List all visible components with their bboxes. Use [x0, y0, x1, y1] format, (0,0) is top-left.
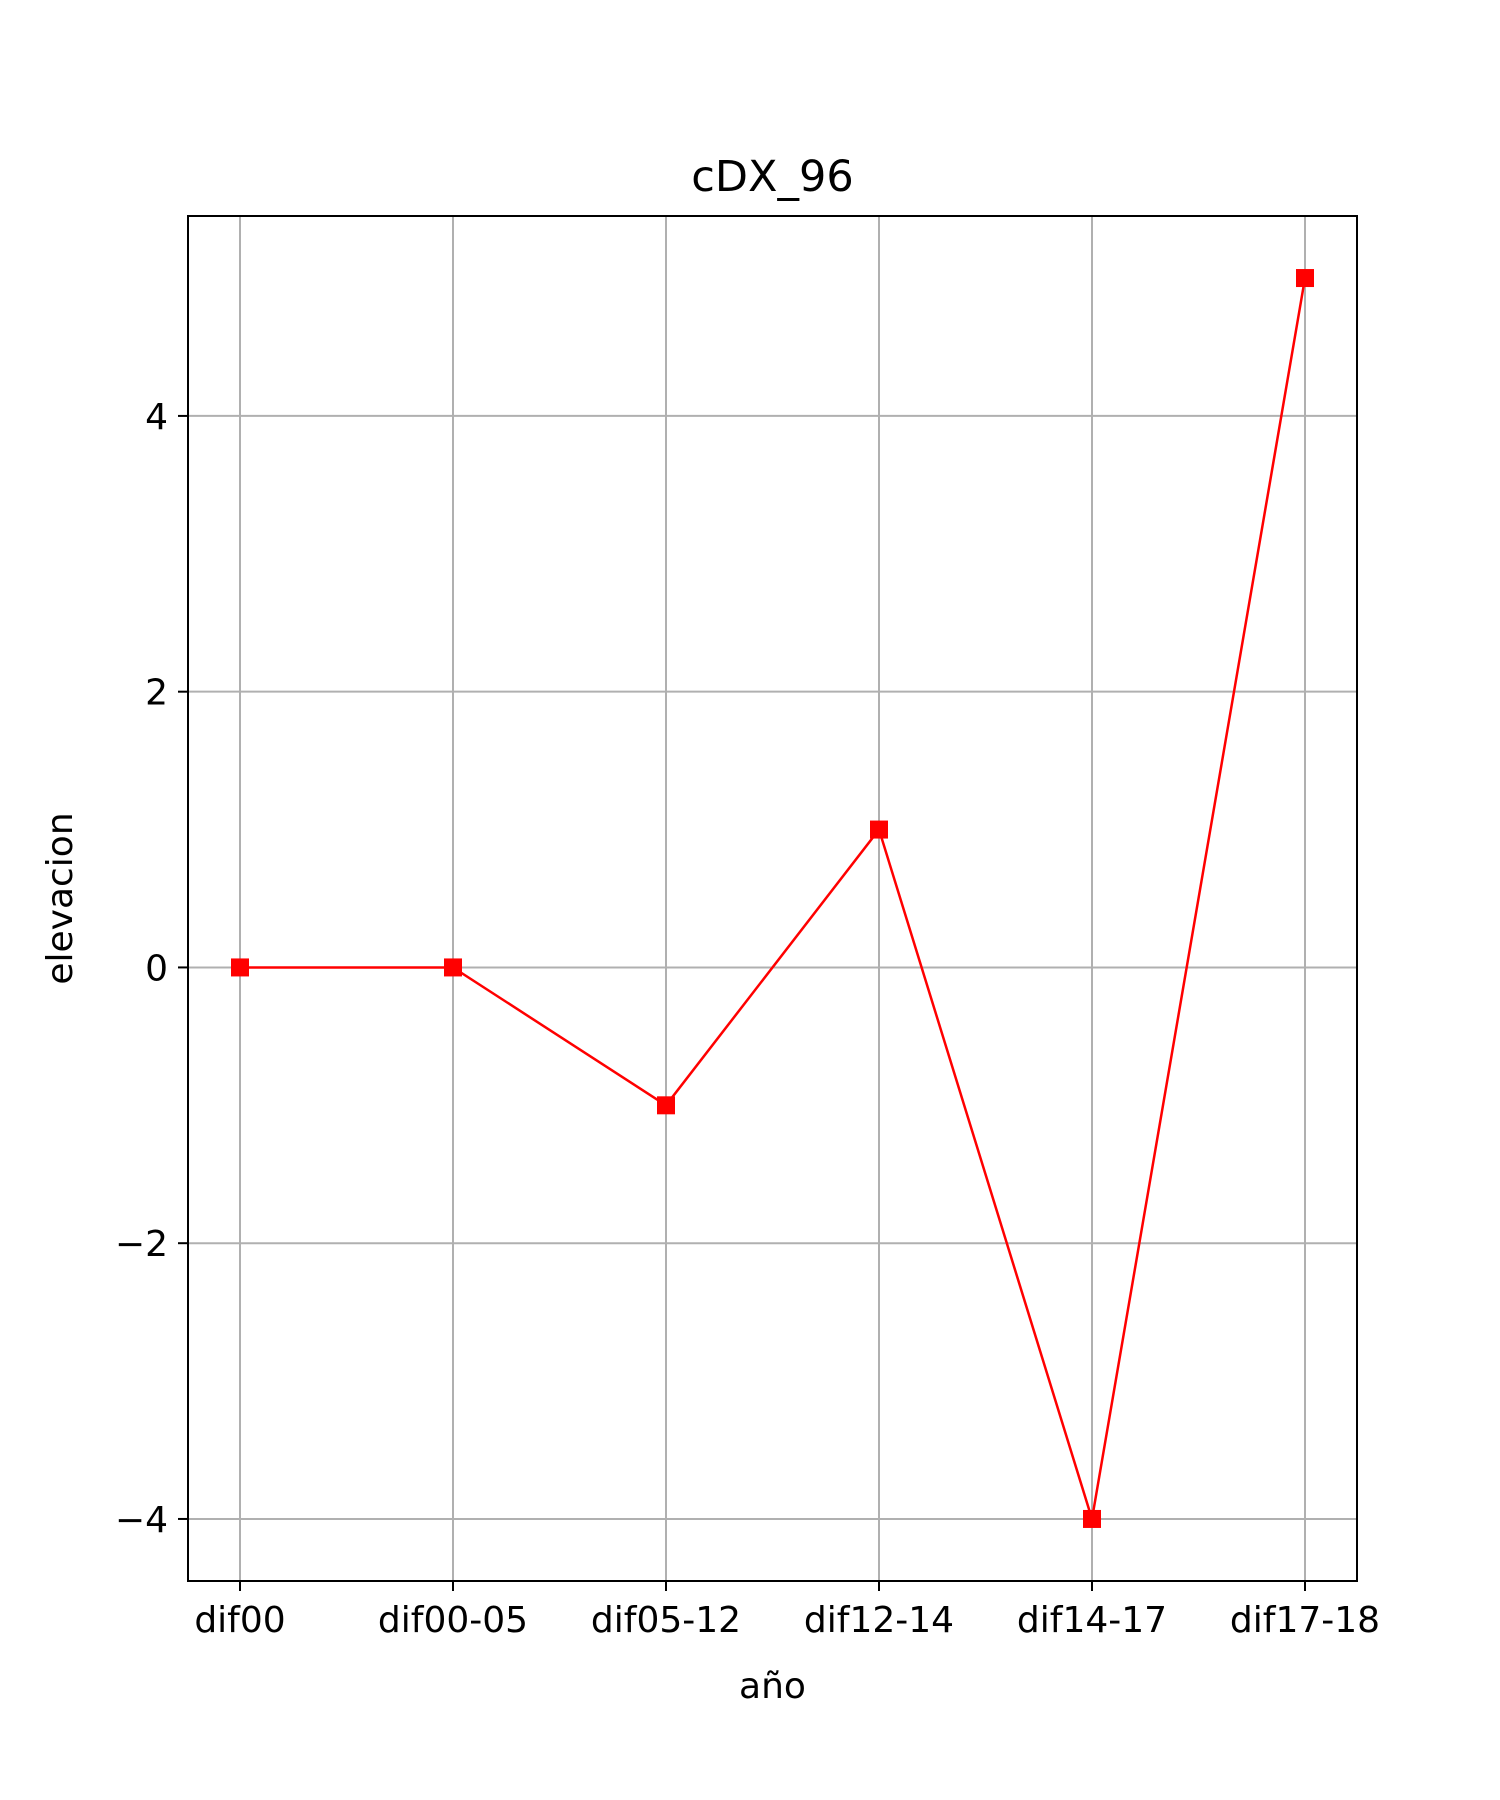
- data-point-marker: [657, 1096, 675, 1115]
- y-tick-label: 4: [145, 397, 168, 438]
- x-axis-title: año: [739, 1666, 806, 1707]
- grid: [188, 216, 1357, 1581]
- data-point-marker: [444, 958, 462, 977]
- x-tick-label: dif05-12: [591, 1600, 741, 1641]
- y-tick-label: 0: [145, 948, 168, 989]
- x-tick-label: dif12-14: [804, 1600, 954, 1641]
- series-line: [240, 277, 1307, 1520]
- data-point-marker: [1083, 1509, 1101, 1528]
- y-axis-title: elevacion: [40, 812, 81, 984]
- data-point-marker: [231, 958, 249, 977]
- y-tick-label: −4: [115, 1500, 168, 1541]
- data-point-marker: [1296, 269, 1314, 288]
- ticks: dif00 dif00-05 dif05-12 dif12-14 dif14-17 dif…: [115, 397, 1380, 1641]
- x-tick-label: dif14-17: [1017, 1600, 1167, 1641]
- y-tick-label: 2: [145, 673, 168, 714]
- data-point-marker: [870, 820, 888, 839]
- y-tick-label: −2: [115, 1224, 168, 1265]
- x-tick-label: dif00-05: [378, 1600, 528, 1641]
- x-tick-label: dif17-18: [1230, 1600, 1380, 1641]
- plot-frame: [187, 215, 1358, 1582]
- x-tick-label: dif00: [194, 1600, 285, 1641]
- chart-title: cDX_96: [691, 152, 853, 202]
- series-layer: [231, 269, 1314, 1528]
